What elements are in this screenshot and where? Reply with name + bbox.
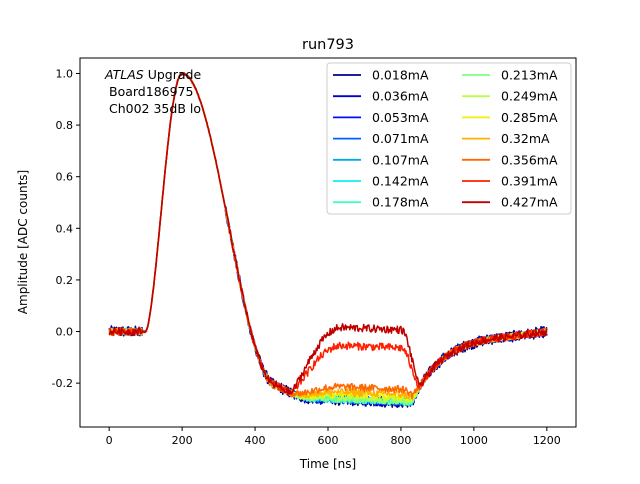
legend-item: 0.213mA [462, 68, 558, 83]
legend-item: 0.018mA [333, 68, 429, 83]
legend-label: 0.018mA [372, 68, 429, 83]
y-tick-label: 0.6 [56, 171, 74, 184]
legend-item: 0.071mA [333, 131, 429, 146]
x-axis-ticks: 0 200 400 600 800 1000 1200 [106, 427, 561, 447]
y-axis-ticks: -0.2 0.0 0.2 0.4 0.6 0.8 1.0 [52, 67, 80, 390]
annotation-line-1: ATLAS Upgrade [104, 67, 201, 82]
legend-label: 0.356mA [501, 152, 558, 167]
legend-item: 0.036mA [333, 89, 429, 104]
legend-label: 0.32mA [501, 131, 550, 146]
series-layer [108, 72, 548, 408]
plot-frame [79, 57, 577, 428]
annotation-upgrade: Upgrade [144, 67, 202, 82]
legend: 0.018mA 0.036mA 0.053mA 0.071mA 0.107mA 0.142… [326, 62, 572, 215]
x-axis-label: Time [ns] [299, 457, 356, 471]
legend-item: 0.249mA [462, 89, 558, 104]
legend-item: 0.107mA [333, 152, 429, 167]
legend-item: 0.142mA [333, 174, 429, 189]
annotation-line-3: Ch002 35dB lo [109, 101, 201, 116]
legend-item: 0.356mA [462, 152, 558, 167]
y-tick-label: 0.8 [56, 119, 74, 132]
legend-label: 0.285mA [501, 110, 558, 125]
legend-label: 0.053mA [372, 110, 429, 125]
legend-item: 0.391mA [462, 174, 558, 189]
legend-label: 0.036mA [372, 89, 429, 104]
y-tick-label: 0.0 [56, 326, 74, 339]
annotation-atlas: ATLAS [104, 67, 144, 82]
legend-label: 0.391mA [501, 174, 558, 189]
legend-label: 0.071mA [372, 131, 429, 146]
y-axis-label: Amplitude [ADC counts] [16, 170, 30, 314]
legend-item: 0.427mA [462, 195, 558, 210]
y-tick-label: 0.4 [56, 222, 74, 235]
x-tick-label: 200 [172, 434, 193, 447]
legend-items: 0.018mA 0.036mA 0.053mA 0.071mA 0.107mA 0.142… [333, 68, 558, 210]
legend-label: 0.213mA [501, 68, 558, 83]
x-tick-label: 0 [106, 434, 113, 447]
y-tick-label: 1.0 [56, 67, 74, 80]
legend-label: 0.107mA [372, 152, 429, 167]
legend-label: 0.427mA [501, 195, 558, 210]
x-tick-label: 1200 [533, 434, 561, 447]
atlas-annotation: ATLAS Upgrade Board186975 Ch002 35dB lo [104, 67, 201, 116]
legend-label: 0.249mA [501, 89, 558, 104]
x-tick-label: 400 [245, 434, 266, 447]
annotation-line-2: Board186975 [109, 84, 193, 99]
legend-item: 0.053mA [333, 110, 429, 125]
x-tick-label: 1000 [460, 434, 488, 447]
legend-box [326, 62, 572, 215]
legend-item: 0.285mA [462, 110, 558, 125]
legend-item: 0.178mA [333, 195, 429, 210]
legend-label: 0.142mA [372, 174, 429, 189]
legend-label: 0.178mA [372, 195, 429, 210]
x-tick-label: 600 [318, 434, 339, 447]
y-tick-label: 0.2 [56, 274, 74, 287]
x-tick-label: 800 [390, 434, 411, 447]
y-tick-label: -0.2 [52, 377, 73, 390]
legend-item: 0.32mA [462, 131, 550, 146]
series-line-0.427mA [108, 72, 548, 397]
chart-title: run793 [302, 37, 354, 53]
